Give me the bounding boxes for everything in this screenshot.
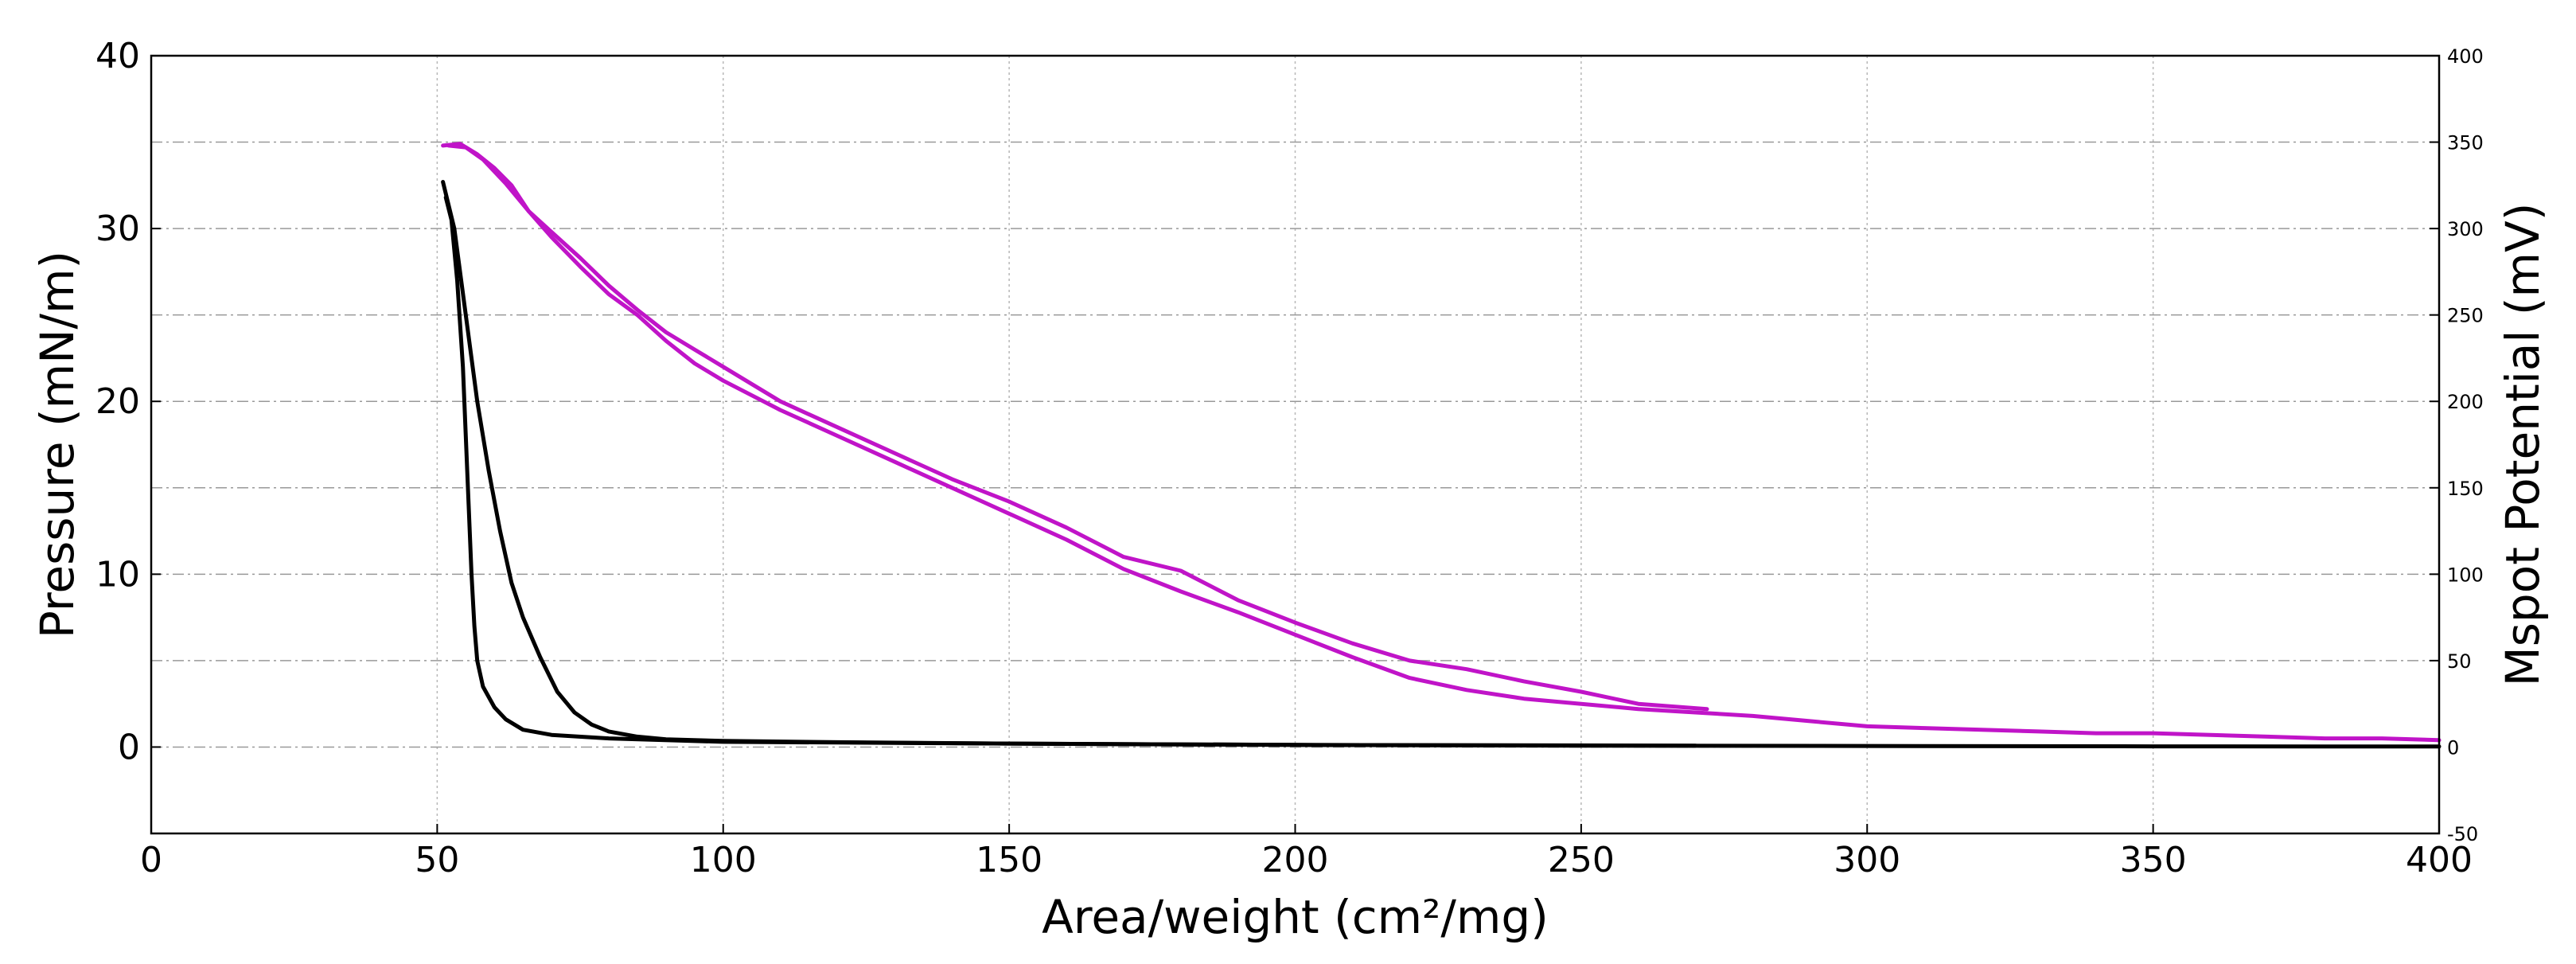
axis-ticks: 0 50 100 150 200 250 300 350 400 0 10 20 30 40 -50 0 50 1…	[95, 36, 2484, 880]
right-y-tick-label: 50	[2447, 650, 2472, 673]
left-y-tick-label: 40	[95, 36, 140, 76]
x-tick-label: 0	[140, 840, 162, 880]
x-tick-label: 200	[1262, 840, 1329, 880]
data-series	[441, 142, 2442, 749]
left-y-tick-label: 10	[95, 554, 140, 595]
left-y-axis-title: Pressure (mN/m)	[30, 251, 84, 638]
right-y-tick-label: 250	[2447, 305, 2484, 327]
x-tick-label: 100	[690, 840, 757, 880]
potential-curve-2	[446, 143, 2442, 743]
pressure-curve-2	[441, 180, 1698, 748]
x-axis-title: Area/weight (cm²/mg)	[1042, 890, 1549, 944]
x-tick-label: 300	[1834, 840, 1900, 880]
right-y-tick-label: 0	[2447, 736, 2459, 759]
left-y-tick-label: 0	[118, 727, 140, 767]
right-y-tick-label: 350	[2447, 132, 2484, 154]
right-y-axis-title: Mspot Potential (mV)	[2496, 203, 2550, 687]
left-y-tick-label: 30	[95, 209, 140, 249]
right-y-tick-label: 300	[2447, 218, 2484, 240]
right-y-tick-label: 150	[2447, 478, 2484, 500]
x-tick-label: 50	[415, 840, 459, 880]
right-y-tick-label: -50	[2447, 823, 2478, 845]
left-y-tick-label: 20	[95, 381, 140, 422]
x-tick-label: 400	[2406, 840, 2473, 880]
x-tick-label: 150	[976, 840, 1042, 880]
x-tick-label: 250	[1548, 840, 1615, 880]
right-y-tick-label: 100	[2447, 564, 2484, 586]
right-y-tick-label: 200	[2447, 391, 2484, 413]
x-tick-label: 350	[2120, 840, 2187, 880]
right-y-tick-label: 400	[2447, 45, 2484, 68]
